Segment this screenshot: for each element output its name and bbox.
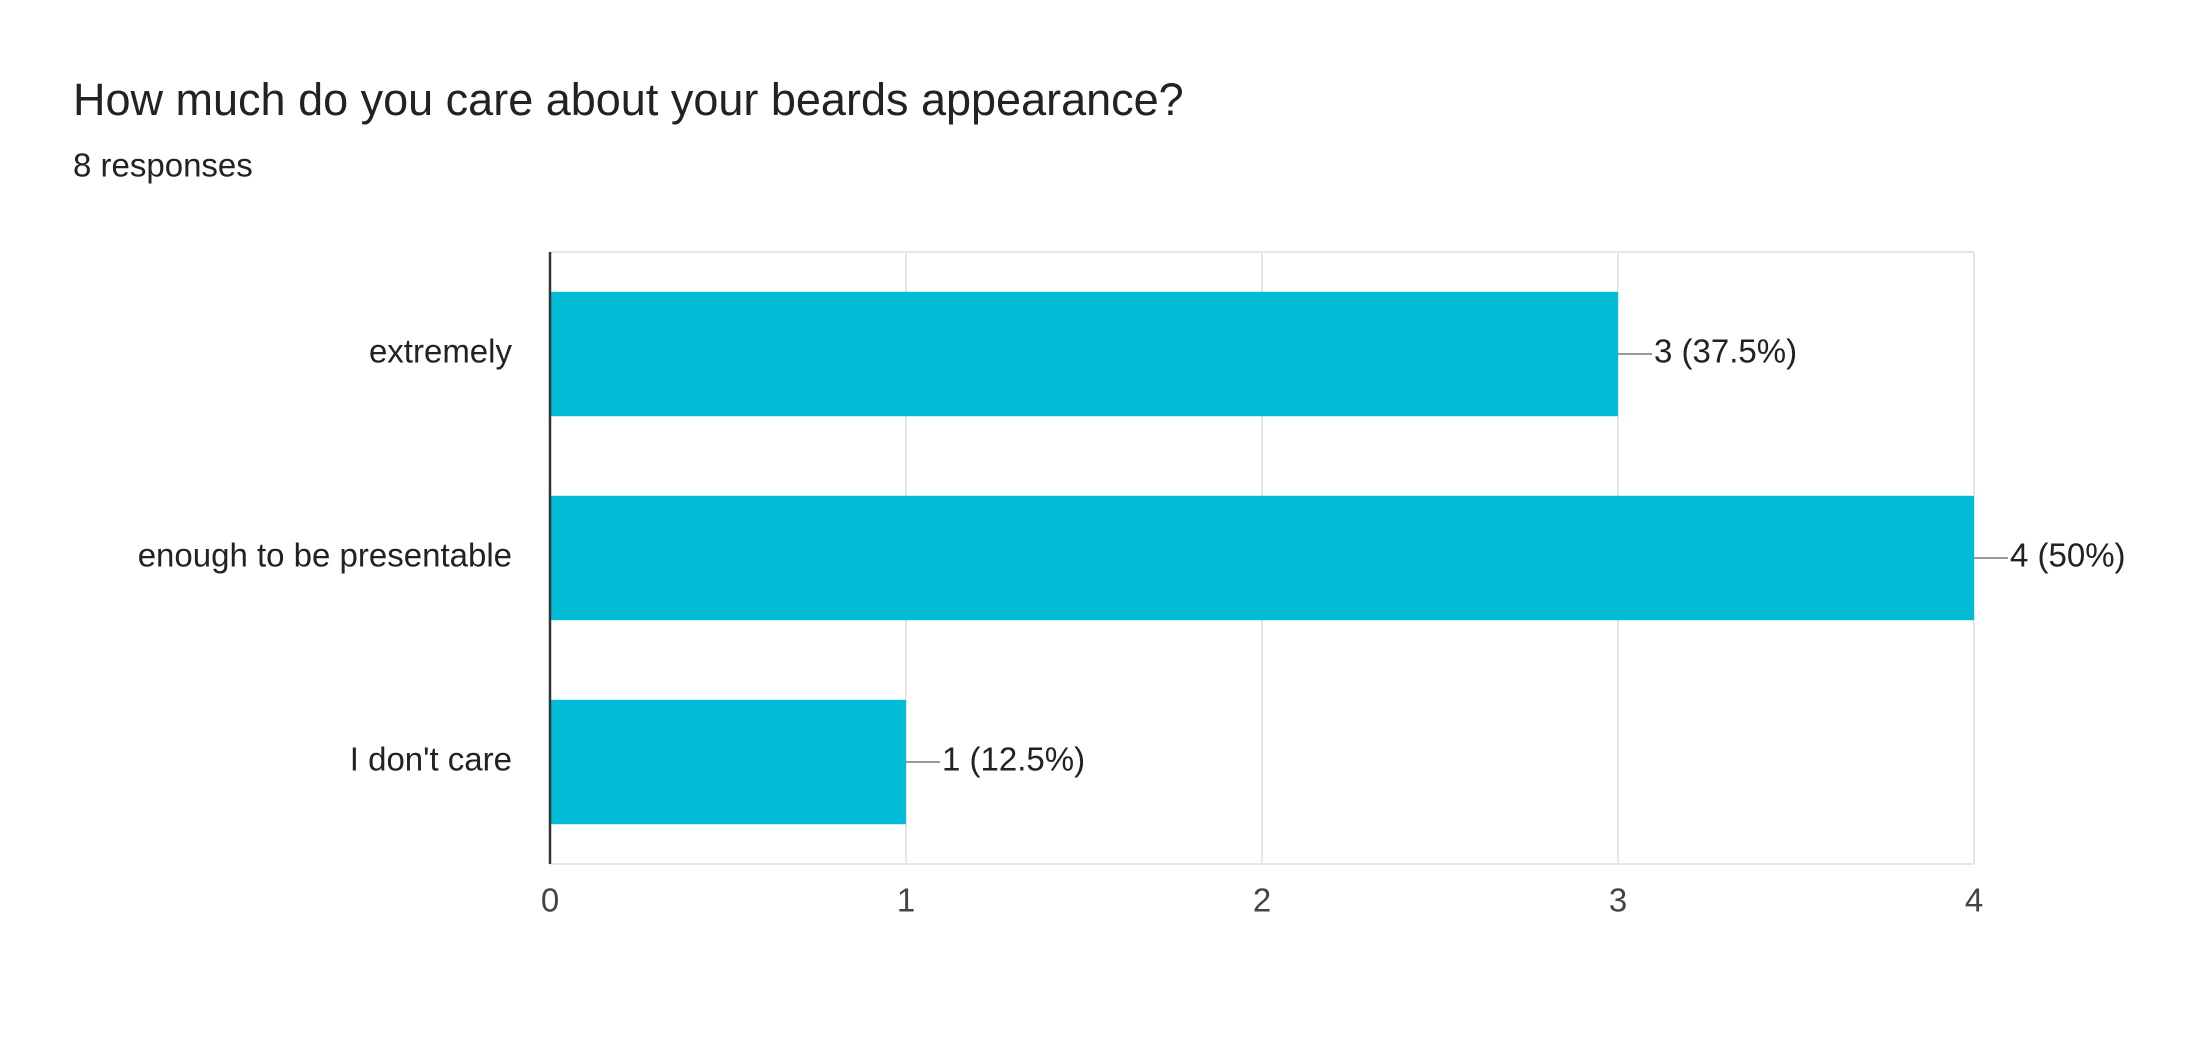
chart-title: How much do you care about your beards a… [73, 74, 1184, 125]
value-label: 3 (37.5%) [1654, 333, 1797, 370]
y-tick-label: I don't care [350, 741, 512, 778]
value-label: 4 (50%) [2010, 537, 2126, 574]
x-tick-label: 3 [1609, 882, 1627, 919]
chart-subtitle: 8 responses [73, 147, 253, 184]
x-tick-label: 0 [541, 882, 559, 919]
y-tick-label: enough to be presentable [138, 537, 512, 574]
bar [550, 291, 1618, 417]
x-tick-label: 2 [1253, 882, 1271, 919]
y-tick-label: extremely [369, 333, 513, 370]
x-tick-label: 1 [897, 882, 915, 919]
bar [550, 699, 906, 825]
x-tick-label: 4 [1965, 882, 1983, 919]
bar [550, 495, 1974, 621]
value-label: 1 (12.5%) [942, 741, 1085, 778]
